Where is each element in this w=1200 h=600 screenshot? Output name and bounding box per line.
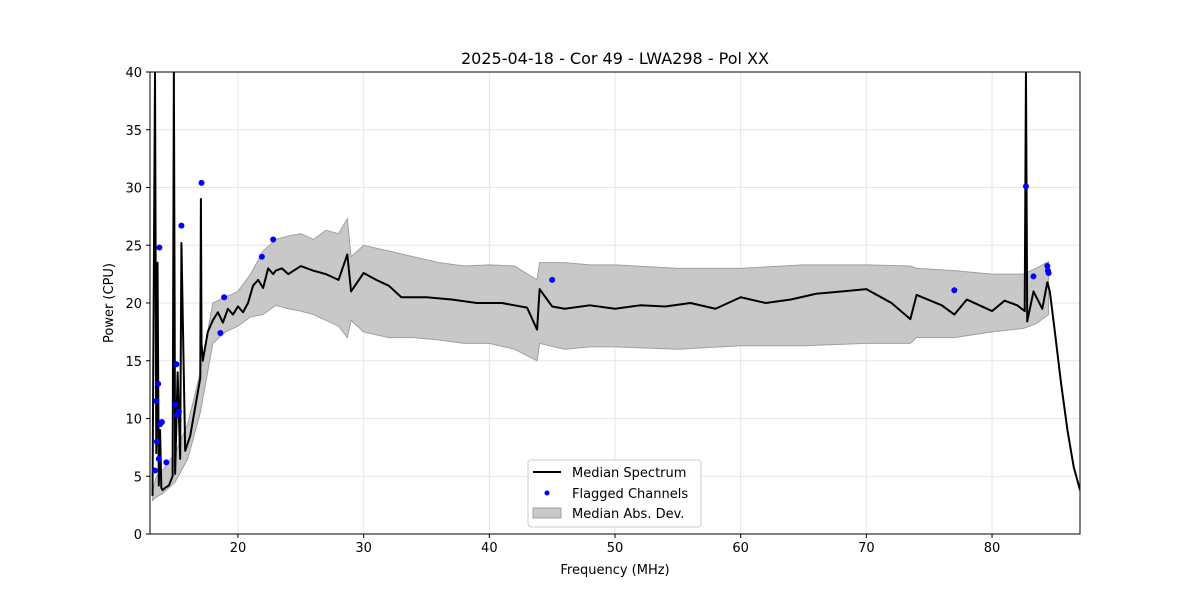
y-tick-label: 0 xyxy=(134,528,142,543)
legend-mad-swatch xyxy=(532,507,562,519)
y-tick-label: 35 xyxy=(125,124,142,139)
chart-title: 2025-04-18 - Cor 49 - LWA298 - Pol XX xyxy=(461,49,769,68)
flagged-channel-point xyxy=(153,438,160,445)
legend-mad-label: Median Abs. Dev. xyxy=(572,507,684,522)
legend-flagged-label: Flagged Channels xyxy=(572,487,688,502)
flagged-channel-point xyxy=(175,408,182,415)
legend-median-label: Median Spectrum xyxy=(572,466,686,481)
flagged-channel-point xyxy=(1044,263,1051,270)
y-tick-label: 25 xyxy=(125,239,142,254)
flagged-channel-point xyxy=(1045,269,1052,276)
flagged-channel-point xyxy=(163,459,170,466)
flagged-channel-point xyxy=(198,179,205,186)
y-tick-label: 30 xyxy=(125,182,142,197)
legend-box xyxy=(527,459,702,528)
flagged-channel-point xyxy=(1022,183,1029,190)
y-tick-label: 20 xyxy=(125,297,142,312)
y-axis-label: Power (CPU) xyxy=(102,263,117,343)
flagged-channel-point xyxy=(152,467,159,474)
x-axis-label: Frequency (MHz) xyxy=(560,563,669,578)
flagged-channel-point xyxy=(1030,273,1037,280)
flagged-channel-point xyxy=(217,330,224,337)
flagged-channel-point xyxy=(155,455,162,462)
x-tick-label: 50 xyxy=(607,541,624,556)
y-tick-label: 10 xyxy=(125,413,142,428)
flagged-channel-point xyxy=(951,287,958,294)
median-line-layer xyxy=(151,72,1080,496)
x-tick-label: 30 xyxy=(355,541,372,556)
flagged-channel-point xyxy=(155,380,162,387)
x-tick-label: 20 xyxy=(230,541,247,556)
flagged-channel-point xyxy=(156,244,163,251)
mad-band-layer xyxy=(152,217,1050,502)
flagged-channel-point xyxy=(549,276,556,283)
x-tick-label: 60 xyxy=(732,541,749,556)
flagged-channel-point xyxy=(270,236,277,243)
y-tick-label: 40 xyxy=(125,66,142,81)
x-tick-label: 40 xyxy=(481,541,498,556)
flagged-channel-point xyxy=(173,361,180,368)
flagged-channel-point xyxy=(221,294,228,301)
legend-flagged-swatch xyxy=(544,490,550,496)
median-spectrum-line xyxy=(151,72,1080,496)
y-tick-label: 5 xyxy=(134,470,142,485)
flagged-channel-point xyxy=(153,398,160,405)
flagged-channel-point xyxy=(158,418,165,425)
x-tick-label: 80 xyxy=(984,541,1001,556)
x-tick-label: 70 xyxy=(858,541,875,556)
flagged-channel-point xyxy=(178,222,185,229)
x-axis-ticks: 20 30 40 50 60 70 80 xyxy=(230,534,1001,556)
legend: Median Spectrum Flagged Channels Median … xyxy=(527,459,702,528)
flagged-channel-point xyxy=(172,401,179,408)
flagged-channel-point xyxy=(258,253,265,260)
y-tick-label: 15 xyxy=(125,355,142,370)
y-axis-ticks: 0 5 10 15 20 25 30 35 40 xyxy=(125,66,150,543)
mad-band xyxy=(152,217,1050,502)
flagged-points-layer xyxy=(152,179,1052,474)
